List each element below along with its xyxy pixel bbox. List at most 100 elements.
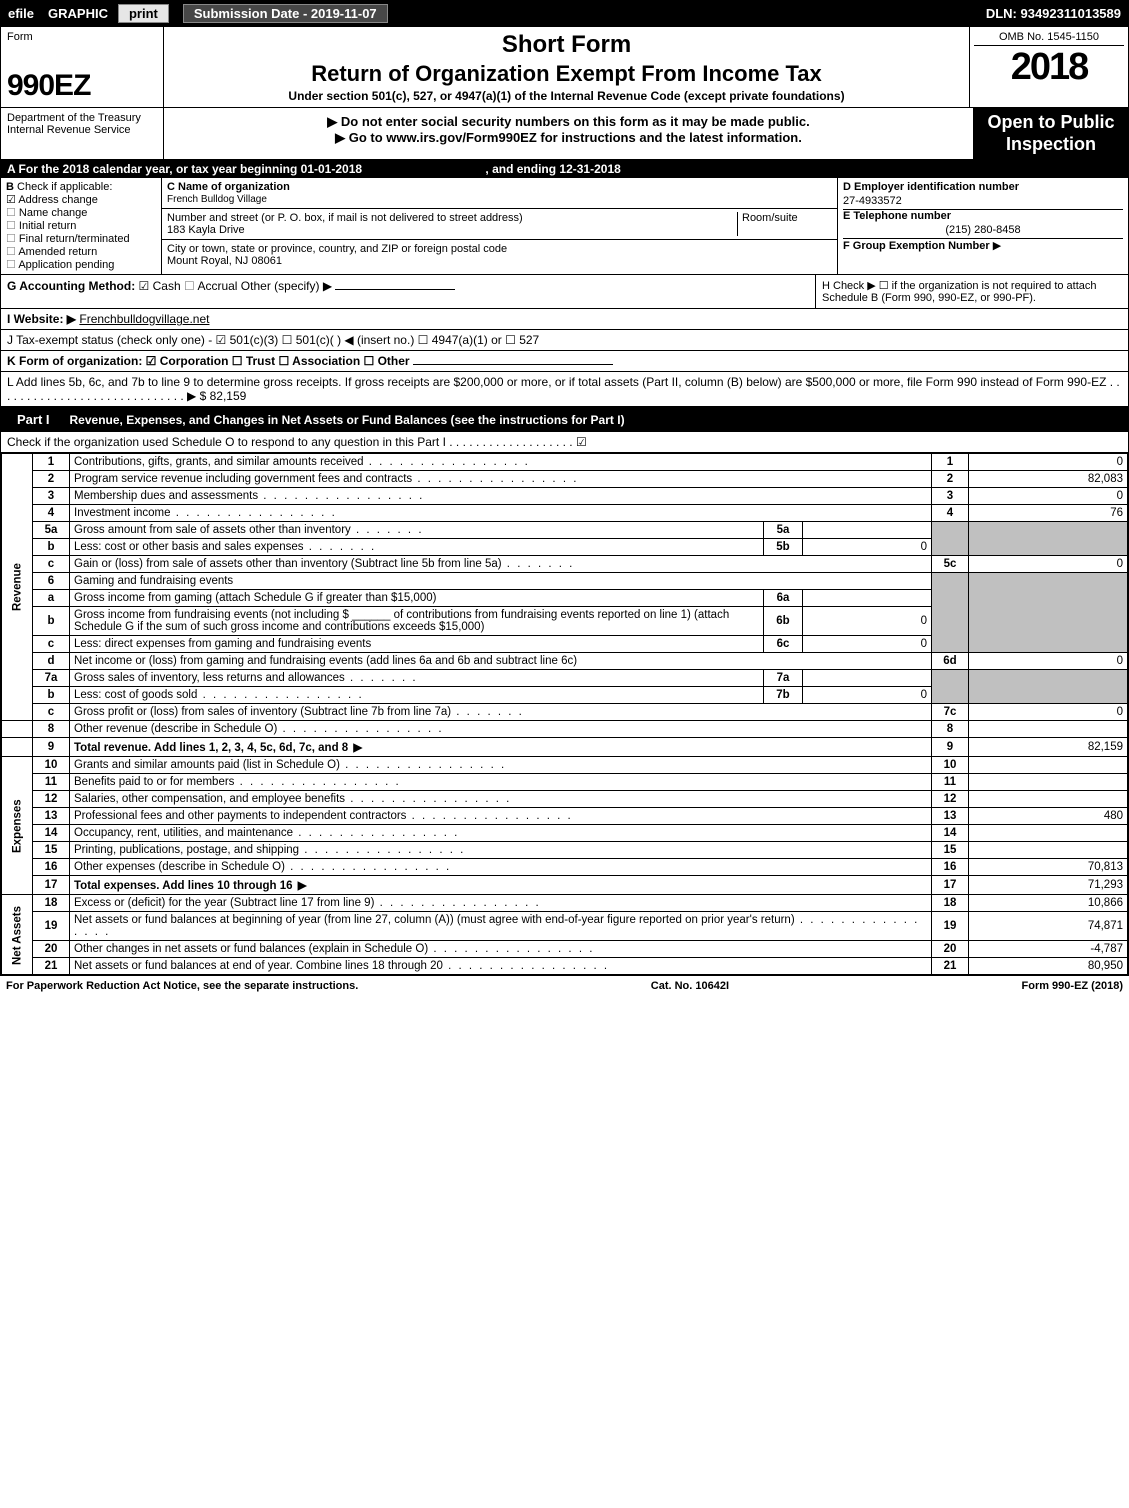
- h-schedule-b: H Check ▶ ☐ if the organization is not r…: [816, 275, 1128, 308]
- efile-label: efile: [0, 6, 42, 21]
- ln-desc: Total expenses. Add lines 10 through 16: [70, 876, 932, 895]
- ln-mini-val: 0: [803, 636, 932, 653]
- org-name: French Bulldog Village: [167, 194, 267, 205]
- ln-desc: Other expenses (describe in Schedule O): [70, 859, 932, 876]
- line-11: 11Benefits paid to or for members11: [2, 774, 1128, 791]
- line-18: Net Assets18Excess or (deficit) for the …: [2, 895, 1128, 912]
- ln-desc: Professional fees and other payments to …: [70, 808, 932, 825]
- line-20: 20Other changes in net assets or fund ba…: [2, 941, 1128, 958]
- ln-desc: Gross income from gaming (attach Schedul…: [70, 590, 764, 607]
- c-name-label: C Name of organization: [167, 181, 290, 193]
- grey-cell: [969, 670, 1128, 704]
- ln-val: 76: [969, 505, 1128, 522]
- g-other[interactable]: Other (specify) ▶: [241, 279, 332, 293]
- ln-num: 6: [33, 573, 70, 590]
- row-l: L Add lines 5b, 6c, and 7b to line 9 to …: [1, 372, 1128, 407]
- g-cash[interactable]: Cash: [139, 279, 181, 293]
- ln-desc: Printing, publications, postage, and shi…: [70, 842, 932, 859]
- row-k: K Form of organization: ☑ Corporation ☐ …: [1, 351, 1128, 372]
- ln-mini-val: [803, 590, 932, 607]
- dept-treasury: Department of the Treasury: [7, 112, 157, 124]
- ln-num: d: [33, 653, 70, 670]
- ln-rnum: 2: [932, 471, 969, 488]
- chk-amended-return[interactable]: Amended return: [6, 246, 97, 258]
- ln-desc: Excess or (deficit) for the year (Subtra…: [70, 895, 932, 912]
- ln-val: [969, 791, 1128, 808]
- ln-desc: Gross amount from sale of assets other t…: [70, 522, 764, 539]
- ln-num: b: [33, 687, 70, 704]
- ln-val: 0: [969, 653, 1128, 670]
- line-6d: dNet income or (loss) from gaming and fu…: [2, 653, 1128, 670]
- arrow-icon: ▶: [993, 240, 1001, 252]
- ln-mini-num: 5a: [764, 522, 803, 539]
- ln-desc: Less: direct expenses from gaming and fu…: [70, 636, 764, 653]
- line-7a: 7aGross sales of inventory, less returns…: [2, 670, 1128, 687]
- row-g-h: G Accounting Method: Cash Accrual Other …: [1, 275, 1128, 309]
- g-label: G Accounting Method:: [7, 279, 135, 293]
- line-4: 4Investment income476: [2, 505, 1128, 522]
- ln-desc: Other revenue (describe in Schedule O): [70, 721, 932, 738]
- footer-right: Form 990-EZ (2018): [1022, 980, 1123, 992]
- ln-val: -4,787: [969, 941, 1128, 958]
- ln-desc: Less: cost or other basis and sales expe…: [70, 539, 764, 556]
- grey-cell: [969, 573, 1128, 653]
- print-button[interactable]: print: [118, 4, 169, 23]
- city-label: City or town, state or province, country…: [167, 243, 507, 255]
- line-8: 8Other revenue (describe in Schedule O)8: [2, 721, 1128, 738]
- ln-rnum: 19: [932, 912, 969, 941]
- ln-mini-num: 7a: [764, 670, 803, 687]
- chk-final-return[interactable]: Final return/terminated: [6, 233, 130, 245]
- info-grid: B Check if applicable: Address change Na…: [1, 178, 1128, 275]
- ln-num: c: [33, 704, 70, 721]
- g-accrual[interactable]: Accrual: [184, 279, 237, 293]
- ln-rnum: 5c: [932, 556, 969, 573]
- ein-value: 27-4933572: [843, 193, 1123, 210]
- ln-desc: Benefits paid to or for members: [70, 774, 932, 791]
- header-row-2: Department of the Treasury Internal Reve…: [1, 108, 1128, 160]
- ln-num: 4: [33, 505, 70, 522]
- ln-mini-num: 7b: [764, 687, 803, 704]
- ln-mini-num: 6c: [764, 636, 803, 653]
- ln-mini-val: [803, 522, 932, 539]
- submission-date-button[interactable]: Submission Date - 2019-11-07: [183, 4, 388, 23]
- top-bar: efile GRAPHIC print Submission Date - 20…: [0, 0, 1129, 26]
- chk-initial-return[interactable]: Initial return: [6, 220, 76, 232]
- short-form-title: Short Form: [172, 31, 961, 59]
- netassets-section-label: Net Assets: [2, 895, 33, 975]
- ln-rnum: 8: [932, 721, 969, 738]
- ln-desc: Program service revenue including govern…: [70, 471, 932, 488]
- section-b-label: B: [6, 181, 14, 193]
- ln-val: 0: [969, 704, 1128, 721]
- org-address: 183 Kayla Drive: [167, 224, 245, 236]
- ln-num: c: [33, 636, 70, 653]
- room-suite-label: Room/suite: [737, 212, 832, 236]
- tax-period-row: A For the 2018 calendar year, or tax yea…: [1, 160, 1128, 178]
- ln-val: 70,813: [969, 859, 1128, 876]
- ln-num: b: [33, 607, 70, 636]
- ln-mini-val: 0: [803, 539, 932, 556]
- ln-val: 80,950: [969, 958, 1128, 975]
- chk-name-change[interactable]: Name change: [6, 207, 87, 219]
- chk-application-pending[interactable]: Application pending: [6, 259, 114, 271]
- ln-val: 10,866: [969, 895, 1128, 912]
- ln-num: 9: [33, 738, 70, 757]
- ln-val: [969, 825, 1128, 842]
- period-begin: A For the 2018 calendar year, or tax yea…: [7, 162, 362, 176]
- ln-rnum: 10: [932, 757, 969, 774]
- row-j: J Tax-exempt status (check only one) - ☑…: [1, 330, 1128, 351]
- form-header: Form 990EZ Short Form Return of Organiza…: [1, 27, 1128, 108]
- ln-desc: Gross income from fundraising events (no…: [70, 607, 764, 636]
- ln-rnum: 12: [932, 791, 969, 808]
- part-1-label: Part I: [7, 410, 60, 429]
- grey-cell: [932, 522, 969, 556]
- website-link[interactable]: Frenchbulldogvillage.net: [79, 312, 209, 326]
- line-2: 2Program service revenue including gover…: [2, 471, 1128, 488]
- line-6: 6Gaming and fundraising events: [2, 573, 1128, 590]
- ln-mini-val: 0: [803, 687, 932, 704]
- ln-num: 16: [33, 859, 70, 876]
- ln-rnum: 18: [932, 895, 969, 912]
- instructions-link[interactable]: Go to www.irs.gov/Form990EZ for instruct…: [170, 130, 967, 146]
- ln-val: 0: [969, 488, 1128, 505]
- chk-address-change[interactable]: Address change: [6, 194, 98, 206]
- lines-table: Revenue 1 Contributions, gifts, grants, …: [1, 453, 1128, 975]
